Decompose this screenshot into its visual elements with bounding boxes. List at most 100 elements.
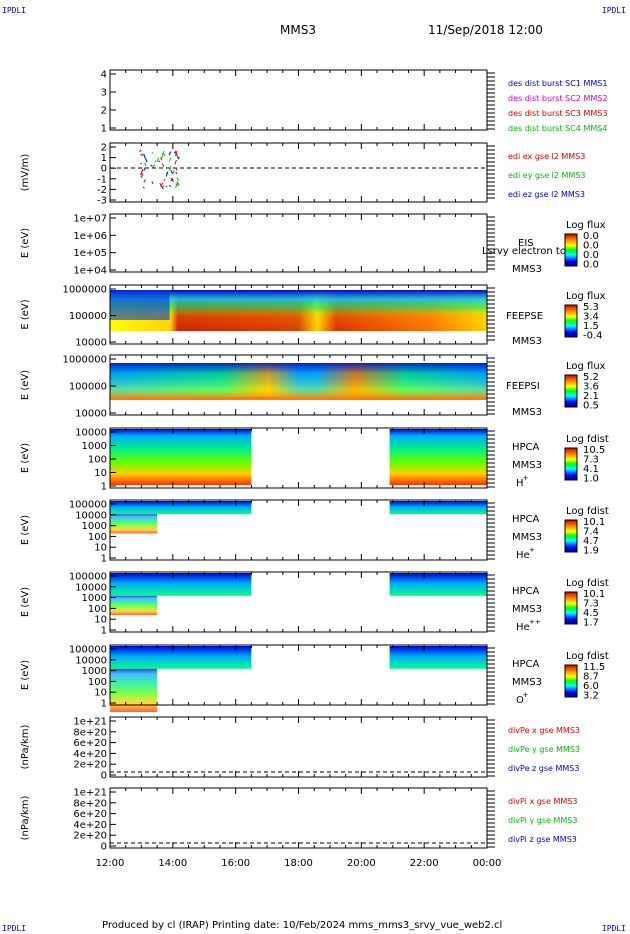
y-axis-label: (nPa/km) [20, 725, 31, 770]
legend-entry: divPi x gse MMS3 [508, 797, 577, 806]
colorbar [565, 520, 577, 552]
y-tick-label: 8e+20 [73, 727, 107, 738]
y-tick-label: 10 [94, 468, 107, 479]
colorbar [565, 592, 577, 624]
y-axis-label: E (eV) [20, 515, 31, 545]
y-tick-label: 100000 [69, 382, 107, 393]
spectrogram-block-right [390, 573, 487, 596]
species-charge-label: + [523, 474, 529, 482]
spacecraft-label: MMS3 [512, 677, 542, 688]
colorbar-title: Log fdist [566, 506, 609, 517]
y-axis-label: E (eV) [20, 587, 31, 617]
spacecraft-label: MMS3 [512, 336, 542, 347]
edi-trace [163, 153, 165, 155]
x-tick-label: 16:00 [221, 858, 250, 869]
colorbar-tick: 3.2 [583, 691, 599, 702]
spacecraft-label: MMS3 [512, 264, 542, 275]
edi-trace [176, 184, 178, 186]
y-tick-label: 100 [88, 532, 107, 543]
edi-trace [162, 187, 164, 189]
species-label: He [516, 550, 530, 561]
spectrogram-block-left [110, 573, 251, 596]
legend-entry: edi ez gse l2 MMS3 [508, 190, 585, 199]
y-axis-label: E (eV) [20, 370, 31, 400]
edi-trace [171, 170, 173, 173]
spectrogram-block-left [110, 501, 251, 514]
edi-trace [169, 168, 171, 170]
edi-trace [144, 154, 146, 158]
corner-label-bottom-left: IPDLI [2, 924, 26, 933]
y-tick-label: 1 [101, 554, 107, 565]
edi-trace [140, 150, 142, 152]
edi-trace [164, 179, 166, 180]
y-tick-label: 1000000 [62, 355, 107, 366]
y-tick-label: 10000 [75, 428, 107, 439]
y-tick-label: 1000 [82, 593, 107, 604]
colorbar-title: Log flux [566, 291, 606, 302]
edi-trace [169, 185, 171, 187]
footer-text: Produced by cl (IRAP) Printing date: 10/… [102, 920, 502, 931]
edi-trace [143, 187, 145, 188]
y-tick-label: 10 [94, 543, 107, 554]
x-tick-label: 00:00 [473, 858, 502, 869]
y-tick-label: 0 [101, 164, 107, 175]
colorbar-title: Log flux [566, 220, 606, 231]
y-tick-label: 1e+21 [73, 788, 107, 799]
corner-label-bottom-right: IPDLI [602, 924, 626, 933]
y-tick-label: 8e+20 [73, 798, 107, 809]
y-tick-label: 10000 [75, 338, 107, 349]
edi-trace [166, 172, 168, 176]
y-tick-label: 100000 [69, 311, 107, 322]
y-tick-label: 4e+20 [73, 820, 107, 831]
y-tick-label: 1e+07 [73, 214, 107, 225]
y-tick-label: 100000 [69, 572, 107, 583]
y-tick-label: -3 [97, 196, 107, 207]
y-tick-label: 1000 [82, 441, 107, 452]
edi-trace [160, 183, 162, 187]
edi-trace [162, 163, 164, 166]
colorbar-title: Log fdist [566, 578, 609, 589]
spectrogram-overlay [110, 363, 487, 399]
y-tick-label: 3 [101, 88, 107, 99]
instrument-label: HPCA [512, 514, 540, 525]
colorbar-title: Log flux [566, 361, 606, 372]
spectrogram-block-left [110, 646, 251, 669]
edi-trace [141, 169, 143, 173]
edi-trace [142, 174, 144, 176]
x-tick-label: 12:00 [96, 858, 125, 869]
edi-trace [152, 153, 154, 154]
edi-trace [175, 160, 177, 164]
panel-hpca-o- [110, 645, 577, 712]
colorbar-tick: 1.0 [583, 474, 599, 485]
colorbar [565, 665, 577, 697]
y-axis-label: E (eV) [20, 443, 31, 473]
legend-entry: des dist burst SC4 MMS4 [508, 124, 607, 133]
edi-trace [157, 158, 159, 162]
spectrogram-block-left [110, 429, 251, 485]
spacecraft-label: MMS3 [512, 532, 542, 543]
panel-hpca-h- [110, 428, 577, 488]
colorbar-tick: 0.0 [583, 260, 599, 271]
y-tick-label: 10 [94, 688, 107, 699]
y-axis-label: E (eV) [20, 660, 31, 690]
spacecraft-label: MMS3 [512, 604, 542, 615]
edi-trace [161, 154, 163, 159]
y-tick-label: 10000 [75, 655, 107, 666]
panel-divpe [110, 717, 495, 777]
y-tick-label: 1000000 [62, 285, 107, 296]
panel-hpca-he- [110, 500, 577, 560]
y-tick-label: -2 [97, 185, 107, 196]
edi-trace [144, 167, 146, 170]
edi-trace [144, 179, 146, 182]
edi-trace [169, 166, 171, 168]
panel-eis [110, 214, 577, 272]
y-tick-label: -1 [97, 174, 107, 185]
y-tick-label: 1e+05 [73, 248, 107, 259]
colorbar-tick: 1.9 [583, 546, 599, 557]
y-tick-label: 1 [101, 153, 107, 164]
colorbar [565, 375, 577, 407]
y-tick-label: 6e+20 [73, 809, 107, 820]
colorbar-tick: -0.4 [583, 331, 603, 342]
edi-trace [166, 186, 168, 187]
